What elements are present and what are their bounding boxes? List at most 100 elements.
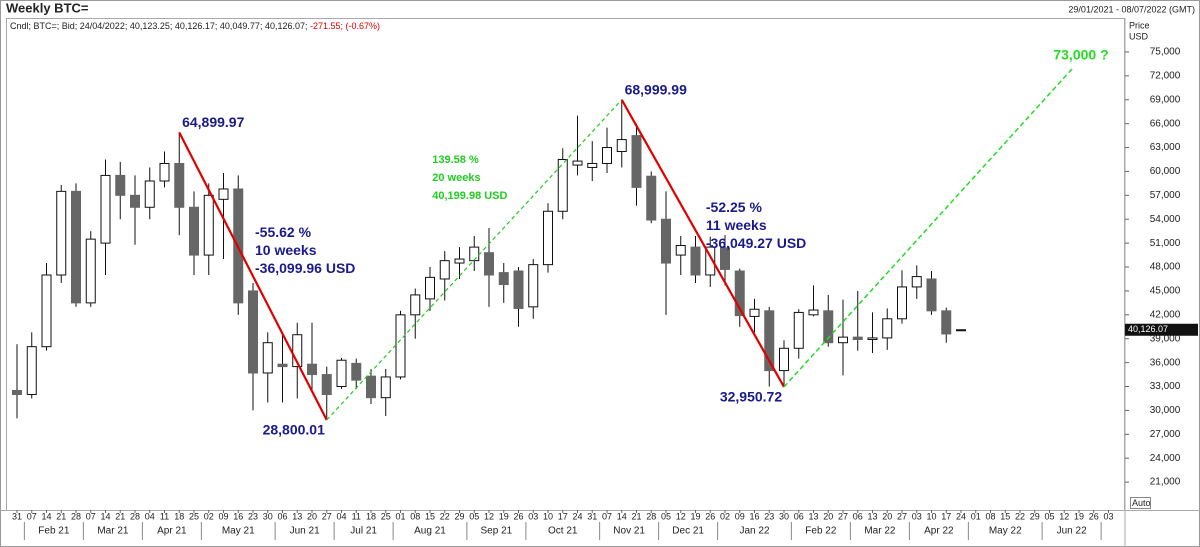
x-tick-label: 25 xyxy=(381,511,391,521)
x-tick-label: 07 xyxy=(86,511,96,521)
x-tick-label: 08 xyxy=(410,511,420,521)
candle-body xyxy=(779,347,789,372)
x-tick-label: 07 xyxy=(602,511,612,521)
x-tick-label: 29 xyxy=(1030,511,1040,521)
x-tick-label: 03 xyxy=(1103,511,1113,521)
x-tick-label: 11 xyxy=(352,511,361,521)
candle-body xyxy=(115,174,126,196)
x-tick-label: 06 xyxy=(853,511,863,521)
x-tick-label: 31 xyxy=(12,511,22,521)
candle-body xyxy=(720,247,730,270)
x-tick-label: 20 xyxy=(307,511,317,521)
date-range: 29/01/2021 - 08/07/2022 (GMT) xyxy=(1068,4,1195,14)
x-tick-label: 03 xyxy=(528,511,538,521)
x-tick-label: 28 xyxy=(646,511,656,521)
y-tick-label: 54,000 xyxy=(1150,214,1181,225)
x-tick-label: 10 xyxy=(543,511,553,521)
y-tick-label: 75,000 xyxy=(1150,47,1181,58)
candle-body xyxy=(587,162,598,168)
y-tick-label: 69,000 xyxy=(1150,94,1181,105)
candle-body xyxy=(439,260,450,280)
candle-body xyxy=(469,246,480,262)
candle-body xyxy=(454,258,465,264)
month-label: Nov 21 xyxy=(613,526,645,537)
candle-body xyxy=(12,389,22,395)
y-tick-label: 42,000 xyxy=(1150,309,1181,320)
x-tick-label: 28 xyxy=(71,511,81,521)
y-tick-label: 51,000 xyxy=(1150,238,1181,249)
month-label: Feb 21 xyxy=(38,526,70,537)
candle-body xyxy=(616,139,627,153)
y-tick-label: 45,000 xyxy=(1150,286,1181,297)
candle-body xyxy=(956,329,966,332)
x-tick-label: 02 xyxy=(204,511,214,521)
candle-body xyxy=(203,194,214,256)
month-label: Sep 21 xyxy=(481,526,513,537)
x-tick-label: 03 xyxy=(912,511,922,521)
x-tick-label: 15 xyxy=(1000,511,1010,521)
x-tick-label: 22 xyxy=(1015,511,1025,521)
x-tick-label: 06 xyxy=(277,511,287,521)
x-tick-label: 01 xyxy=(971,511,981,521)
y-tick-label: 33,000 xyxy=(1150,381,1181,392)
last-price-label: 40,126.07 xyxy=(1128,324,1168,334)
candle-body xyxy=(425,276,435,300)
x-tick-label: 11 xyxy=(160,511,169,521)
month-label: Aug 21 xyxy=(414,526,446,537)
x-tick-label: 20 xyxy=(882,511,892,521)
auto-button[interactable] xyxy=(1130,497,1151,509)
candle-body xyxy=(749,308,760,317)
candle-body xyxy=(321,374,332,395)
candle-body xyxy=(41,274,52,348)
candle-body xyxy=(602,147,612,164)
y-tick-label: 27,000 xyxy=(1150,429,1181,440)
x-tick-label: 22 xyxy=(440,511,450,521)
x-tick-label: 17 xyxy=(558,511,568,521)
x-tick-label: 20 xyxy=(823,511,833,521)
candle-body xyxy=(71,190,81,304)
candle-body xyxy=(262,342,273,374)
move-label: -36,049.27 USD xyxy=(706,235,806,251)
x-tick-label: 14 xyxy=(41,511,51,521)
x-tick-label: 24 xyxy=(956,511,966,521)
month-label: Mar 21 xyxy=(97,526,129,537)
x-tick-label: 30 xyxy=(779,511,789,521)
candle-body xyxy=(56,190,67,276)
candle-body xyxy=(277,363,288,368)
x-tick-label: 26 xyxy=(705,511,715,521)
x-tick-label: 18 xyxy=(366,511,376,521)
move-label: 11 weeks xyxy=(706,217,767,233)
move-label: 20 weeks xyxy=(432,172,480,184)
candle-body xyxy=(897,286,907,320)
candle-body xyxy=(941,310,952,335)
candle-body xyxy=(690,246,701,276)
x-tick-label: 12 xyxy=(484,511,494,521)
x-tick-label: 06 xyxy=(794,511,804,521)
x-tick-label: 09 xyxy=(218,511,228,521)
x-tick-label: 19 xyxy=(499,511,509,521)
candle-body xyxy=(174,162,185,208)
y-tick-label: 60,000 xyxy=(1150,166,1181,177)
y-tick-label: 21,000 xyxy=(1150,477,1181,488)
x-tick-label: 08 xyxy=(985,511,995,521)
candle-body xyxy=(410,294,421,316)
chart-title: Weekly BTC= xyxy=(6,0,89,15)
x-tick-label: 25 xyxy=(189,511,199,521)
auto-button-label[interactable]: Auto xyxy=(1132,498,1151,508)
candle-body xyxy=(513,270,524,309)
x-tick-label: 04 xyxy=(336,511,346,521)
x-tick-label: 07 xyxy=(27,511,37,521)
candle-body xyxy=(484,252,494,276)
x-tick-label: 26 xyxy=(513,511,523,521)
move-label: -55.62 % xyxy=(255,224,312,240)
swing-label: 68,999.99 xyxy=(625,81,687,97)
x-tick-label: 13 xyxy=(292,511,302,521)
x-tick-label: 16 xyxy=(233,511,243,521)
swing-label: 32,950.72 xyxy=(720,389,782,405)
candle-body xyxy=(395,314,406,378)
candle-body xyxy=(498,272,509,286)
x-tick-label: 05 xyxy=(469,511,479,521)
y-tick-label: 63,000 xyxy=(1150,142,1181,153)
x-tick-label: 30 xyxy=(263,511,273,521)
